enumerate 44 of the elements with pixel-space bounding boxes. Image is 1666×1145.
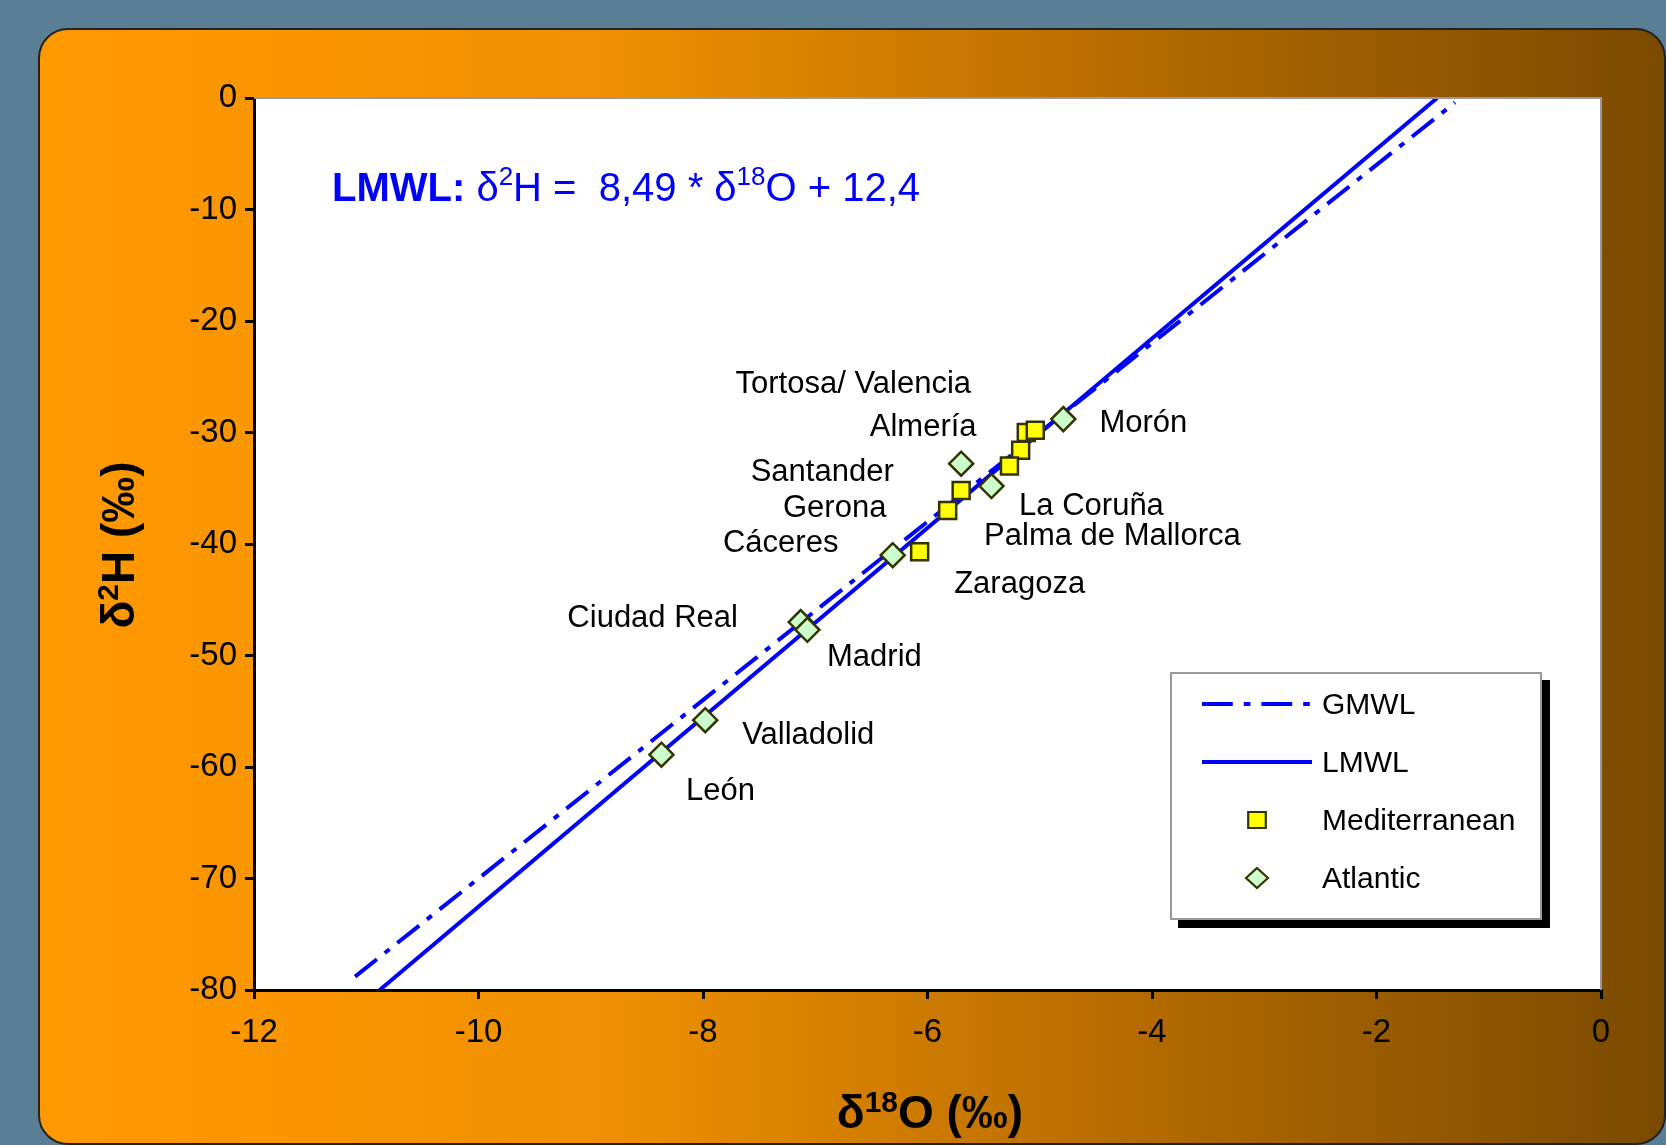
x-tick-label: 0 xyxy=(1591,1011,1611,1049)
point xyxy=(1050,405,1077,433)
y-tick-label: -40 xyxy=(189,523,237,561)
x-tick-label: -2 xyxy=(1361,1011,1392,1049)
y-tick-label: -30 xyxy=(189,411,237,449)
point xyxy=(978,472,1005,500)
annotation: Valladolid xyxy=(742,715,875,751)
annotation: León xyxy=(685,772,755,808)
point xyxy=(947,450,975,477)
point xyxy=(794,616,821,644)
point xyxy=(999,456,1020,476)
x-axis-title: δ$^{18}$O (‰) xyxy=(835,1085,1025,1140)
annotation: Ciudad Real xyxy=(567,598,738,634)
legend-label: Mediterranean xyxy=(1322,803,1516,837)
y-tick-label: 0 xyxy=(218,77,237,115)
y-tick-label: -60 xyxy=(189,746,237,784)
annotation: Almería xyxy=(869,408,978,444)
x-tick-label: -4 xyxy=(1137,1011,1167,1049)
annotation: Santander xyxy=(750,453,894,489)
point xyxy=(1025,420,1045,441)
x-tick-label: -12 xyxy=(230,1011,278,1049)
point xyxy=(648,741,675,768)
y-tick-label: -10 xyxy=(189,188,237,226)
point xyxy=(879,541,906,569)
annotation: Cáceres xyxy=(722,523,839,559)
annotation: Zaragoza xyxy=(954,565,1086,601)
annotation: Morón xyxy=(1099,403,1188,439)
point xyxy=(909,542,930,562)
x-tick-label: -6 xyxy=(912,1011,943,1049)
point xyxy=(937,500,958,521)
point xyxy=(692,706,719,734)
legend-label: Atlantic xyxy=(1322,861,1421,895)
legend-label: GMWL xyxy=(1322,687,1416,721)
point xyxy=(951,480,971,501)
annotation: Tortosa/ Valencia xyxy=(735,364,972,400)
x-tick-label: -10 xyxy=(454,1011,503,1049)
y-tick-label: -80 xyxy=(189,969,237,1007)
x-tick-label: -8 xyxy=(688,1011,718,1049)
legend-label: LMWL xyxy=(1322,745,1409,779)
annotation: Madrid xyxy=(827,638,922,674)
y-tick-label: -50 xyxy=(189,634,237,672)
y-tick-label: -20 xyxy=(189,300,237,338)
y-tick-label: -70 xyxy=(189,857,237,895)
annotation: Gerona xyxy=(783,489,888,525)
